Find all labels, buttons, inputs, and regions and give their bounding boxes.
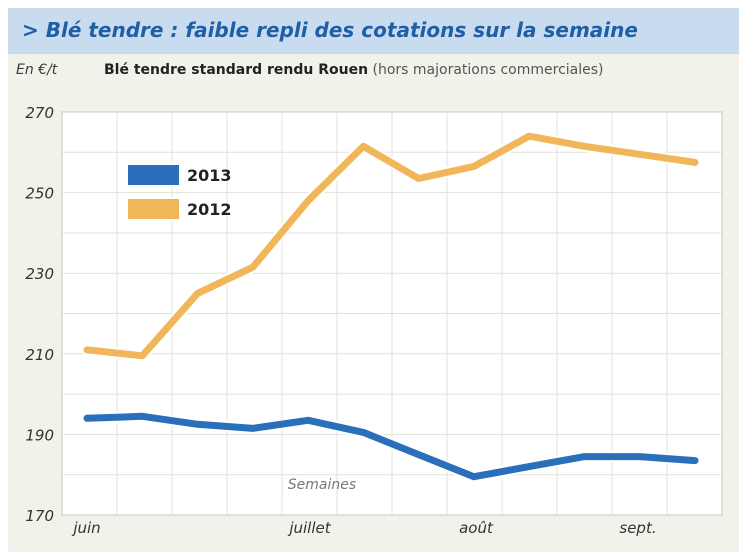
series-line-2012 [83, 132, 699, 360]
legend-swatch-2013 [126, 163, 181, 187]
y-tick-label: 190 [25, 426, 54, 444]
x-axis-title: Semaines [288, 477, 356, 493]
chart-header-title: > Blé tendre : faible repli des cotation… [22, 18, 638, 42]
x-month-label: juillet [287, 519, 331, 537]
chart-header: > Blé tendre : faible repli des cotation… [8, 8, 739, 54]
y-tick-label: 270 [25, 104, 54, 122]
y-tick-label: 250 [25, 185, 54, 203]
unit-label: En €/t [16, 62, 58, 78]
y-tick-label: 230 [25, 265, 54, 283]
chart-title: Blé tendre standard rendu Rouen [104, 62, 369, 78]
series-line-2013 [83, 412, 699, 481]
legend-label: 2012 [187, 200, 232, 219]
x-month-label: août [459, 519, 494, 537]
legend-swatch-2012 [126, 197, 181, 221]
x-month-label: juin [71, 519, 100, 537]
legend-label: 2013 [187, 166, 232, 185]
y-tick-label: 170 [25, 507, 54, 525]
y-tick-label: 210 [25, 346, 54, 364]
chart-subtitle: Blé tendre standard rendu Rouen (hors ma… [104, 62, 604, 78]
x-month-label: sept. [619, 519, 656, 537]
chart-title-note: (hors majorations commerciales) [372, 62, 604, 78]
